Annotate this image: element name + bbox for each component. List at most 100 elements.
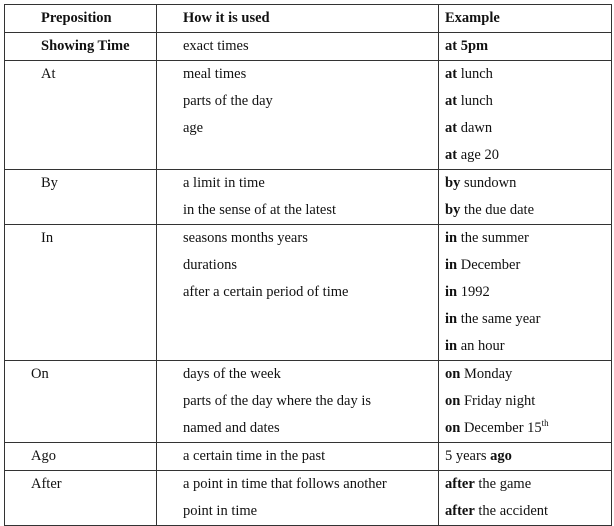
example-line: in the summer: [445, 225, 611, 252]
usage-cell: meal times parts of the day age: [156, 60, 439, 170]
usage-line: durations: [183, 257, 237, 273]
example-line: on December 15th: [445, 415, 611, 442]
example-text: Monday: [460, 366, 513, 382]
preposition-highlight: ago: [490, 448, 512, 464]
example-line: by the due date: [445, 197, 611, 224]
usage-line: a limit in time: [183, 175, 265, 191]
usage-cell: a limit in time in the sense of at the la…: [156, 169, 439, 225]
preposition-cell: After: [4, 470, 157, 526]
usage-line: days of the week: [183, 366, 281, 382]
example-cell: on Monday on Friday night on December 15th: [438, 360, 612, 443]
example-text: the same year: [457, 311, 541, 327]
example-line: at 5pm: [445, 33, 611, 60]
example-text: lunch: [457, 66, 493, 82]
prepositions-table: Preposition How it is used Example Showi…: [4, 4, 612, 526]
example-line: by sundown: [445, 170, 611, 197]
example-text: the accident: [474, 503, 549, 519]
example-text: December: [457, 257, 521, 273]
table-row: In seasons months years durations after a c…: [4, 224, 612, 361]
usage-cell: days of the week parts of the day where t…: [156, 360, 439, 443]
example-text: age 20: [457, 147, 499, 163]
example-line: at lunch: [445, 61, 611, 88]
example-cell: after the game after the accident: [438, 470, 612, 526]
example-text: Friday night: [460, 393, 536, 409]
example-text: the due date: [460, 202, 535, 218]
usage-line: in the sense of at the latest: [183, 202, 337, 218]
preposition-cell: Ago: [4, 442, 157, 471]
header-how-used: How it is used: [156, 4, 439, 33]
preposition-highlight: in: [445, 338, 458, 354]
preposition-highlight: at 5pm: [445, 38, 489, 54]
example-text: th: [541, 418, 549, 429]
example-text: December 15: [460, 420, 542, 436]
example-line: after the game: [445, 471, 611, 498]
example-cell: by sundown by the due date: [438, 169, 612, 225]
preposition-cell: At: [4, 60, 157, 170]
preposition-cell: On: [4, 360, 157, 443]
example-cell: in the summer in December in 1992 in the sa…: [438, 224, 612, 361]
example-line: on Friday night: [445, 388, 611, 415]
example-cell: at 5pm: [438, 32, 612, 61]
usage-cell: a point in time that follows another poin…: [156, 470, 439, 526]
example-line: in December: [445, 252, 611, 279]
example-line: 5 years ago: [445, 443, 611, 470]
preposition-highlight: in: [445, 284, 458, 300]
preposition: At: [41, 66, 56, 82]
preposition-highlight: on: [445, 393, 461, 409]
preposition-highlight: at: [445, 66, 458, 82]
usage-line: after a certain period of time: [183, 284, 349, 300]
usage-line: age: [183, 120, 204, 136]
header-row: Preposition How it is used Example: [4, 4, 612, 33]
header-example: Example: [438, 4, 612, 33]
usage-line: named and dates: [183, 420, 280, 436]
example-line: at age 20: [445, 142, 611, 169]
preposition-highlight: after: [445, 503, 475, 519]
example-text: dawn: [457, 120, 493, 136]
preposition-highlight: at: [445, 147, 458, 163]
preposition: In: [41, 230, 54, 246]
usage-line: a certain time in the past: [183, 448, 326, 464]
usage-cell: a certain time in the past: [156, 442, 439, 471]
preposition-highlight: after: [445, 476, 475, 492]
example-line: after the accident: [445, 498, 611, 525]
example-text: 5 years: [445, 448, 491, 464]
table-row: Ago a certain time in the past 5 years ago: [4, 442, 612, 471]
usage-line: a point in time that follows another: [183, 476, 387, 492]
preposition-highlight: at: [445, 120, 458, 136]
table-row: By a limit in time in the sense of at the …: [4, 169, 612, 225]
example-cell: at lunch at lunch at dawn at age 20: [438, 60, 612, 170]
preposition-cell: In: [4, 224, 157, 361]
preposition-highlight: in: [445, 257, 458, 273]
example-text: lunch: [457, 93, 493, 109]
example-line: at lunch: [445, 88, 611, 115]
usage-line: parts of the day where the day is: [183, 393, 372, 409]
example-line: in an hour: [445, 333, 611, 360]
preposition-highlight: on: [445, 420, 461, 436]
preposition-highlight: on: [445, 366, 461, 382]
preposition-highlight: at: [445, 93, 458, 109]
usage-line: point in time: [183, 503, 258, 519]
example-line: in the same year: [445, 306, 611, 333]
preposition: After: [31, 476, 62, 492]
header-preposition: Preposition: [4, 4, 157, 33]
preposition-cell: By: [4, 169, 157, 225]
example-text: the summer: [457, 230, 529, 246]
usage-line: seasons months years: [183, 230, 308, 246]
example-cell: 5 years ago: [438, 442, 612, 471]
usage-cell: seasons months years durations after a cer…: [156, 224, 439, 361]
usage-cell: exact times: [156, 32, 439, 61]
table-row: After a point in time that follows anothe…: [4, 470, 612, 526]
preposition: By: [41, 175, 58, 191]
example-text: sundown: [460, 175, 517, 191]
table-row: Showing Time exact times at 5pm: [4, 32, 612, 61]
preposition-highlight: by: [445, 202, 461, 218]
example-line: in 1992: [445, 279, 611, 306]
preposition-highlight: by: [445, 175, 461, 191]
example-line: at dawn: [445, 115, 611, 142]
preposition: Ago: [31, 448, 56, 464]
table-row: At meal times parts of the day age at lunch a…: [4, 60, 612, 170]
usage-line: parts of the day: [183, 93, 273, 109]
example-text: an hour: [457, 338, 505, 354]
example-text: the game: [474, 476, 532, 492]
usage-line: exact times: [183, 38, 249, 54]
